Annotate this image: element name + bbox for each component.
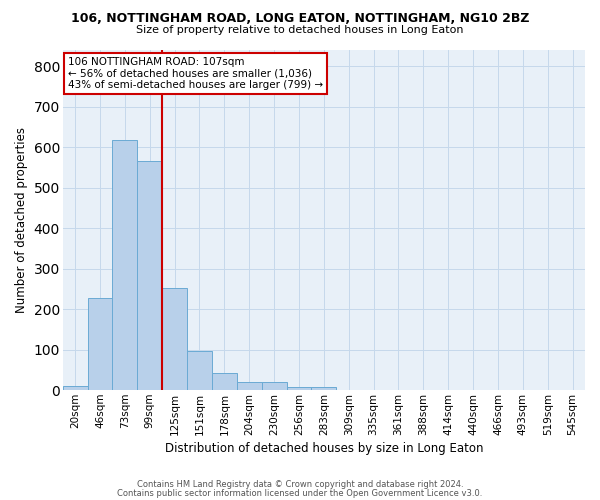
Text: 106, NOTTINGHAM ROAD, LONG EATON, NOTTINGHAM, NG10 2BZ: 106, NOTTINGHAM ROAD, LONG EATON, NOTTIN… (71, 12, 529, 26)
Bar (88, 298, 112, 390)
Text: Size of property relative to detached houses in Long Eaton: Size of property relative to detached ho… (136, 25, 464, 35)
Bar (112, 140, 137, 390)
Bar (311, 388, 336, 390)
Bar (262, 382, 287, 390)
Bar (162, 288, 187, 390)
Bar (63, 386, 88, 390)
Bar (287, 388, 311, 390)
Text: 106 NOTTINGHAM ROAD: 107sqm
← 56% of detached houses are smaller (1,036)
43% of : 106 NOTTINGHAM ROAD: 107sqm ← 56% of det… (68, 57, 323, 90)
X-axis label: Distribution of detached houses by size in Long Eaton: Distribution of detached houses by size … (164, 442, 483, 455)
Text: Contains HM Land Registry data © Crown copyright and database right 2024.: Contains HM Land Registry data © Crown c… (137, 480, 463, 489)
Bar (212, 373, 237, 390)
Text: Contains public sector information licensed under the Open Government Licence v3: Contains public sector information licen… (118, 488, 482, 498)
Y-axis label: Number of detached properties: Number of detached properties (15, 127, 28, 313)
Bar (137, 160, 162, 390)
Bar (187, 352, 212, 390)
Bar (237, 382, 262, 390)
